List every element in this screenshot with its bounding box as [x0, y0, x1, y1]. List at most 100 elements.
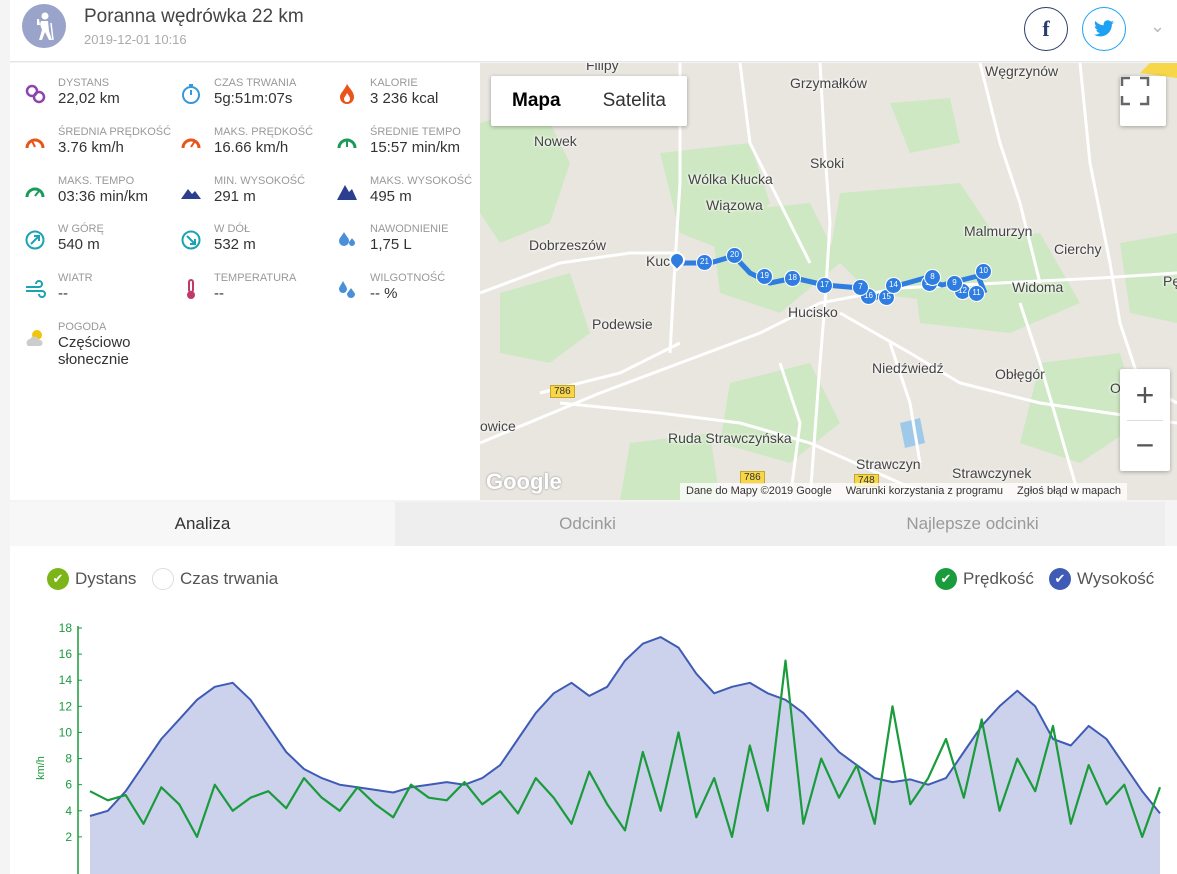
- place-label: Strawczynek: [952, 465, 1032, 481]
- route-marker[interactable]: 10: [975, 263, 992, 280]
- route-marker[interactable]: 18: [784, 270, 801, 287]
- chevron-down-icon[interactable]: ⌄: [1150, 16, 1166, 36]
- checked-icon: ✔: [47, 568, 69, 590]
- arrow-down-circle-icon: [180, 229, 202, 251]
- facebook-share-button[interactable]: f: [1024, 7, 1068, 51]
- stat-pace-gauge: ŚREDNIE TEMPO 15:57 min/km: [322, 124, 477, 164]
- series-area-elevation: [90, 637, 1160, 874]
- stat-value: 540 m: [58, 236, 100, 253]
- zoom-in-button[interactable]: +: [1135, 376, 1155, 413]
- stat-thermometer: TEMPERATURA --: [166, 270, 321, 310]
- stat-label: TEMPERATURA: [214, 272, 297, 284]
- stat-label: WILGOTNOŚĆ: [370, 272, 446, 284]
- tab-odcinki[interactable]: Odcinki: [395, 502, 780, 546]
- route-marker[interactable]: 20: [726, 247, 743, 264]
- series-line-elevation: [89, 636, 1161, 817]
- zoom-out-button[interactable]: −: [1135, 426, 1155, 463]
- stat-label: KALORIE: [370, 77, 418, 89]
- route-marker[interactable]: 19: [756, 268, 773, 285]
- stat-wind: WIATR --: [10, 270, 165, 310]
- activity-datetime: 2019-12-01 10:16: [84, 32, 187, 47]
- x-axis-option-distance[interactable]: ✔ Dystans: [47, 568, 136, 590]
- stat-label: DYSTANS: [58, 77, 110, 89]
- stat-speedometer-max: MAKS. PRĘDKOŚĆ 16.66 km/h: [166, 124, 321, 164]
- route-marker[interactable]: 11: [968, 285, 985, 302]
- activity-header: Poranna wędrówka 22 km 2019-12-01 10:16 …: [10, 0, 1177, 62]
- stat-value: 291 m: [214, 188, 256, 205]
- speed-elevation-chart: 2 4 6 8 10 12 14 16 18 km/h: [35, 621, 1162, 874]
- stat-label: CZAS TRWANIA: [214, 77, 297, 89]
- place-label: Filipy: [586, 63, 619, 73]
- fullscreen-button[interactable]: [1120, 76, 1166, 126]
- stat-label: W GÓRĘ: [58, 223, 104, 235]
- series-toggle-elevation[interactable]: ✔ Wysokość: [1049, 568, 1154, 590]
- stat-pace-gauge-max: MAKS. TEMPO 03:36 min/km: [10, 173, 165, 213]
- stat-mountain-min: MIN. WYSOKOŚĆ 291 m: [166, 173, 321, 213]
- stat-water-drops: NAWODNIENIE 1,75 L: [322, 221, 477, 261]
- flame-icon: [336, 83, 358, 105]
- thermometer-icon: [180, 278, 202, 300]
- stat-label: W DÓŁ: [214, 223, 251, 235]
- map-attribution: Dane do Mapy ©2019 Google Warunki korzys…: [680, 483, 1127, 500]
- map-type-toggle: Mapa Satelita: [491, 76, 687, 126]
- stat-value: -- %: [370, 285, 398, 302]
- humidity-drops-icon: [336, 278, 358, 300]
- y-tick-label: 16: [59, 647, 73, 661]
- water-drops-icon: [336, 229, 358, 251]
- x-axis-option-duration[interactable]: Czas trwania: [152, 568, 278, 590]
- y-tick-label: 12: [59, 699, 73, 713]
- place-label: Skoki: [810, 155, 845, 171]
- stat-humidity-drops: WILGOTNOŚĆ -- %: [322, 270, 477, 310]
- map-type-satellite-button[interactable]: Satelita: [602, 90, 666, 111]
- route-marker[interactable]: 7: [852, 279, 869, 296]
- zoom-controls: + −: [1120, 369, 1170, 471]
- y-tick-label: 18: [59, 621, 73, 635]
- stat-label: ŚREDNIA PRĘDKOŚĆ: [58, 126, 172, 138]
- stat-mountain-max: MAKS. WYSOKOŚĆ 495 m: [322, 173, 477, 213]
- stat-arrow-down-circle: W DÓŁ 532 m: [166, 221, 321, 261]
- stat-value: 5g:51m:07s: [214, 90, 293, 107]
- series-toggle-speed[interactable]: ✔ Prędkość: [935, 568, 1034, 590]
- map-data-credit: Dane do Mapy ©2019 Google: [686, 485, 832, 497]
- route-marker[interactable]: 21: [696, 254, 713, 271]
- series-line-speed: [89, 659, 1162, 838]
- route-marker[interactable]: 14: [885, 277, 902, 294]
- mountain-min-icon: [180, 181, 202, 203]
- twitter-share-button[interactable]: [1082, 7, 1126, 51]
- tab-najlepsze-odcinki[interactable]: Najlepsze odcinki: [780, 502, 1165, 546]
- stat-value: 532 m: [214, 236, 256, 253]
- stat-label: MAKS. TEMPO: [58, 175, 135, 187]
- place-label: Dobrzeszów: [529, 237, 607, 253]
- y-tick-label: 14: [59, 673, 73, 687]
- y-tick-label: 10: [59, 725, 73, 739]
- y-tick-label: 2: [65, 830, 72, 844]
- place-label: Nowek: [534, 133, 577, 149]
- route-marker[interactable]: 8: [924, 269, 941, 286]
- place-label: Niedźwiedź: [872, 360, 944, 376]
- route-map[interactable]: 212019181716151413121110987 FilipyGrzyma…: [480, 63, 1177, 500]
- stat-value: 495 m: [370, 188, 412, 205]
- place-label: Obłęgór: [995, 366, 1045, 382]
- place-label: Wiązowa: [706, 197, 763, 213]
- place-label: Pę: [1163, 273, 1177, 289]
- report-error-link[interactable]: Zgłoś błąd w mapach: [1017, 485, 1121, 497]
- stat-speedometer: ŚREDNIA PRĘDKOŚĆ 3.76 km/h: [10, 124, 171, 164]
- place-label: Węgrzynów: [985, 63, 1059, 79]
- wind-icon: [24, 278, 46, 300]
- distance-pins-icon: [24, 83, 46, 105]
- speedometer-icon: [24, 132, 46, 154]
- y-axis-label: km/h: [35, 756, 47, 780]
- map-type-map-button[interactable]: Mapa: [512, 90, 561, 111]
- stat-value: 22,02 km: [58, 90, 120, 107]
- stat-distance-pins: DYSTANS 22,02 km: [10, 75, 165, 115]
- terms-link[interactable]: Warunki korzystania z programu: [845, 485, 1004, 497]
- route-marker[interactable]: 17: [816, 277, 833, 294]
- stat-label: WIATR: [58, 272, 93, 284]
- activity-title: Poranna wędrówka 22 km: [84, 6, 304, 27]
- partly-sunny-icon: [24, 327, 46, 349]
- tab-analiza[interactable]: Analiza: [10, 502, 395, 546]
- route-marker[interactable]: 9: [946, 275, 963, 292]
- stat-partly-sunny: POGODA Częściowo słonecznie: [10, 319, 165, 368]
- stat-value: 15:57 min/km: [370, 139, 461, 156]
- stat-flame: KALORIE 3 236 kcal: [322, 75, 477, 115]
